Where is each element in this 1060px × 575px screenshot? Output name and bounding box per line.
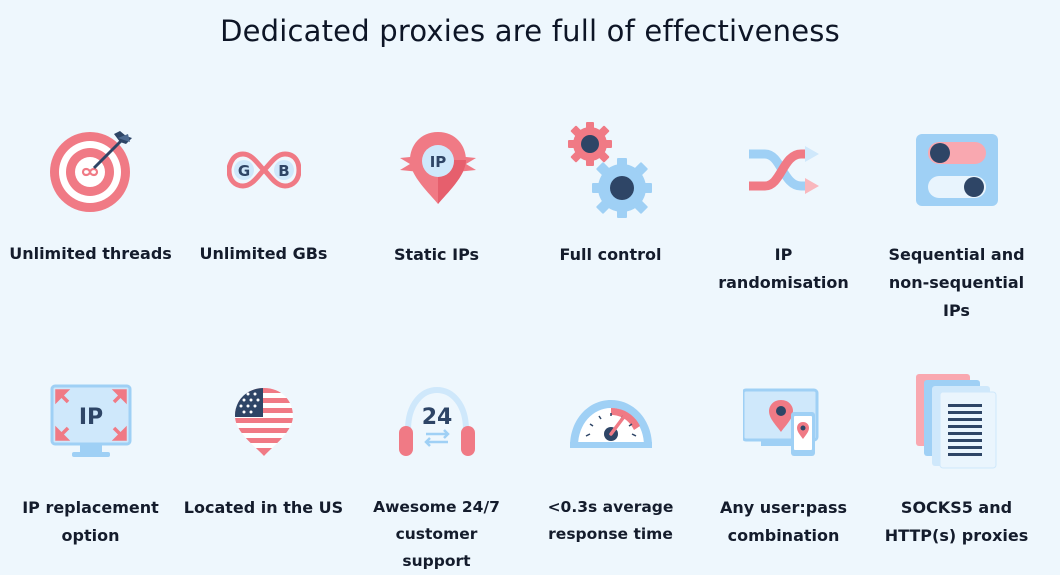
feature-label: Located in the US <box>183 498 344 517</box>
gb-infinity-icon: G B <box>227 151 301 189</box>
feature-label: Full control <box>559 245 662 264</box>
feature-label-text: IP randomisation <box>718 245 849 292</box>
ip-pin-text: IP <box>430 153 447 171</box>
feature-label: IP randomisation <box>697 241 870 297</box>
feature-label: Static IPs <box>393 245 480 264</box>
page-title: Dedicated proxies are full of effectiven… <box>220 14 840 48</box>
feature-label: Unlimited threads <box>9 244 172 263</box>
speedometer-icon <box>570 400 652 448</box>
feature-label: Any user:pass combination <box>697 494 870 550</box>
headset-24-text: 24 <box>422 405 453 430</box>
feature-label-text: Any user:pass combination <box>719 498 848 545</box>
feature-label: Awesome 24/7 customer support <box>350 494 523 575</box>
feature-label-text: SOCKS5 and HTTP(s) proxies <box>884 498 1029 545</box>
feature-label: <0.3s average response time <box>524 494 697 548</box>
feature-label: SOCKS5 and HTTP(s) proxies <box>870 494 1043 550</box>
feature-label: IP replacement option <box>4 494 177 550</box>
feature-label-text: <0.3s average response time <box>547 498 674 543</box>
toggles-icon <box>916 134 998 206</box>
shuffle-icon <box>749 146 819 194</box>
devices-location-icon <box>743 388 819 456</box>
feature-label-text: Sequential and non-sequential IPs <box>888 245 1025 320</box>
gb-g-letter: G <box>238 162 250 180</box>
ip-pin-icon: IP <box>400 132 476 204</box>
target-infinity-icon <box>50 131 132 212</box>
monitor-ip-icon: IP <box>50 384 132 457</box>
documents-stack-icon <box>916 374 997 469</box>
feature-label-text: Awesome 24/7 customer support <box>373 498 500 570</box>
monitor-ip-text: IP <box>79 405 103 430</box>
us-flag-pin-icon <box>235 388 293 456</box>
feature-label: Sequential and non-sequential IPs <box>870 241 1043 325</box>
gears-icon <box>568 122 652 218</box>
feature-label-text: IP replacement option <box>22 498 159 545</box>
gb-b-letter: B <box>278 162 289 180</box>
feature-label: Unlimited GBs <box>199 244 328 263</box>
headset-24-icon: 24 <box>399 386 475 456</box>
